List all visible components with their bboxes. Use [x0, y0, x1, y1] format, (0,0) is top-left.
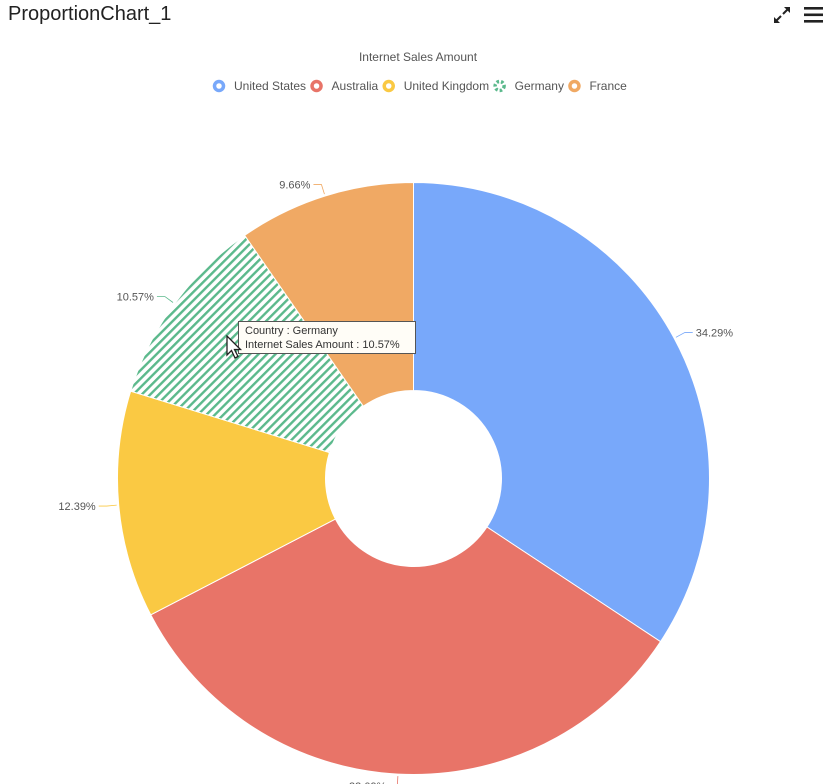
legend-label-united-kingdom: United Kingdom [404, 79, 489, 93]
data-label-united-states: 34.29% [696, 328, 734, 340]
chart-title: Internet Sales Amount [359, 50, 478, 64]
legend: United States Australia United Kingdom Germ… [212, 79, 627, 93]
labels-group: 34.29% 33.09% 12.39% 10.57% 9.66% [58, 180, 733, 784]
data-label-australia: 33.09% [349, 781, 387, 784]
legend-item-france[interactable]: France [568, 79, 627, 93]
legend-label-france: France [589, 79, 627, 93]
legend-marker-australia [310, 79, 323, 93]
leader-line-australia [397, 776, 399, 784]
tooltip-line-country: Country : Germany [245, 325, 338, 337]
legend-item-united-kingdom[interactable]: United Kingdom [382, 79, 489, 93]
expand-icon[interactable] [770, 3, 794, 27]
mouse-cursor-icon [225, 334, 245, 366]
legend-marker-germany [493, 79, 506, 93]
legend-label-germany: Germany [515, 79, 564, 93]
data-label-united-kingdom: 12.39% [58, 501, 96, 513]
leader-line-france [313, 184, 325, 195]
legend-marker-united-states [212, 79, 226, 93]
data-label-france: 9.66% [279, 180, 310, 192]
leader-line-united-states [675, 332, 693, 338]
leader-line-germany [156, 296, 174, 303]
data-label-germany: 10.57% [117, 292, 155, 304]
tooltip: Country : Germany Internet Sales Amount … [238, 321, 416, 354]
legend-item-united-states[interactable]: United States [212, 79, 307, 93]
legend-label-australia: Australia [332, 79, 379, 93]
legend-item-australia[interactable]: Australia [310, 79, 379, 93]
hamburger-menu-icon[interactable] [802, 3, 826, 27]
legend-marker-united-kingdom [382, 79, 395, 93]
legend-item-germany[interactable]: Germany [493, 79, 564, 93]
tooltip-line-value: Internet Sales Amount : 10.57% [245, 339, 400, 351]
legend-label-united-states: United States [234, 79, 306, 93]
widget-title: ProportionChart_1 [8, 3, 172, 25]
slices-group [117, 181, 710, 775]
slice-united-kingdom[interactable] [117, 390, 337, 616]
slice-australia[interactable] [150, 518, 662, 775]
leader-line-united-kingdom [98, 504, 117, 507]
legend-marker-france [568, 79, 581, 93]
